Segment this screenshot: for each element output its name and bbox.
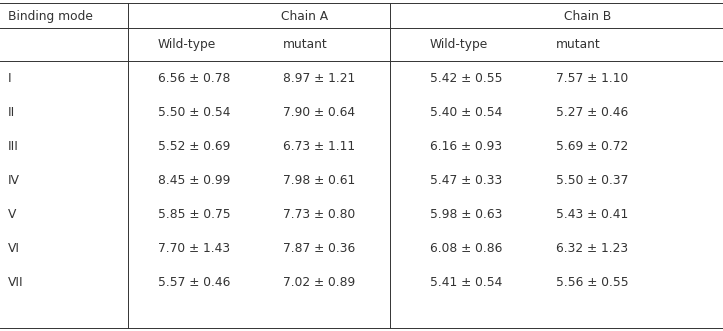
Text: 6.32 ± 1.23: 6.32 ± 1.23 — [556, 242, 628, 255]
Text: 5.98 ± 0.63: 5.98 ± 0.63 — [430, 208, 502, 221]
Text: II: II — [8, 106, 15, 119]
Text: 5.43 ± 0.41: 5.43 ± 0.41 — [556, 208, 628, 221]
Text: 7.70 ± 1.43: 7.70 ± 1.43 — [158, 242, 230, 255]
Text: 7.87 ± 0.36: 7.87 ± 0.36 — [283, 242, 355, 255]
Text: 7.90 ± 0.64: 7.90 ± 0.64 — [283, 106, 355, 119]
Text: 5.56 ± 0.55: 5.56 ± 0.55 — [556, 276, 628, 289]
Text: 5.47 ± 0.33: 5.47 ± 0.33 — [430, 174, 502, 187]
Text: Binding mode: Binding mode — [8, 10, 93, 23]
Text: 7.98 ± 0.61: 7.98 ± 0.61 — [283, 174, 355, 187]
Text: 5.52 ± 0.69: 5.52 ± 0.69 — [158, 140, 231, 153]
Text: IV: IV — [8, 174, 20, 187]
Text: 5.40 ± 0.54: 5.40 ± 0.54 — [430, 106, 502, 119]
Text: Wild-type: Wild-type — [158, 38, 216, 51]
Text: Chain A: Chain A — [281, 10, 328, 23]
Text: 5.69 ± 0.72: 5.69 ± 0.72 — [556, 140, 628, 153]
Text: 5.41 ± 0.54: 5.41 ± 0.54 — [430, 276, 502, 289]
Text: VI: VI — [8, 242, 20, 255]
Text: VII: VII — [8, 276, 24, 289]
Text: 8.97 ± 1.21: 8.97 ± 1.21 — [283, 72, 355, 85]
Text: Wild-type: Wild-type — [430, 38, 488, 51]
Text: I: I — [8, 72, 12, 85]
Text: 5.57 ± 0.46: 5.57 ± 0.46 — [158, 276, 231, 289]
Text: 7.57 ± 1.10: 7.57 ± 1.10 — [556, 72, 628, 85]
Text: 5.85 ± 0.75: 5.85 ± 0.75 — [158, 208, 231, 221]
Text: 7.02 ± 0.89: 7.02 ± 0.89 — [283, 276, 355, 289]
Text: 8.45 ± 0.99: 8.45 ± 0.99 — [158, 174, 231, 187]
Text: 5.50 ± 0.37: 5.50 ± 0.37 — [556, 174, 628, 187]
Text: 5.27 ± 0.46: 5.27 ± 0.46 — [556, 106, 628, 119]
Text: 5.42 ± 0.55: 5.42 ± 0.55 — [430, 72, 502, 85]
Text: 6.16 ± 0.93: 6.16 ± 0.93 — [430, 140, 502, 153]
Text: V: V — [8, 208, 17, 221]
Text: 6.73 ± 1.11: 6.73 ± 1.11 — [283, 140, 355, 153]
Text: Chain B: Chain B — [565, 10, 612, 23]
Text: III: III — [8, 140, 19, 153]
Text: 5.50 ± 0.54: 5.50 ± 0.54 — [158, 106, 231, 119]
Text: 6.56 ± 0.78: 6.56 ± 0.78 — [158, 72, 231, 85]
Text: 6.08 ± 0.86: 6.08 ± 0.86 — [430, 242, 502, 255]
Text: mutant: mutant — [556, 38, 601, 51]
Text: mutant: mutant — [283, 38, 328, 51]
Text: 7.73 ± 0.80: 7.73 ± 0.80 — [283, 208, 355, 221]
